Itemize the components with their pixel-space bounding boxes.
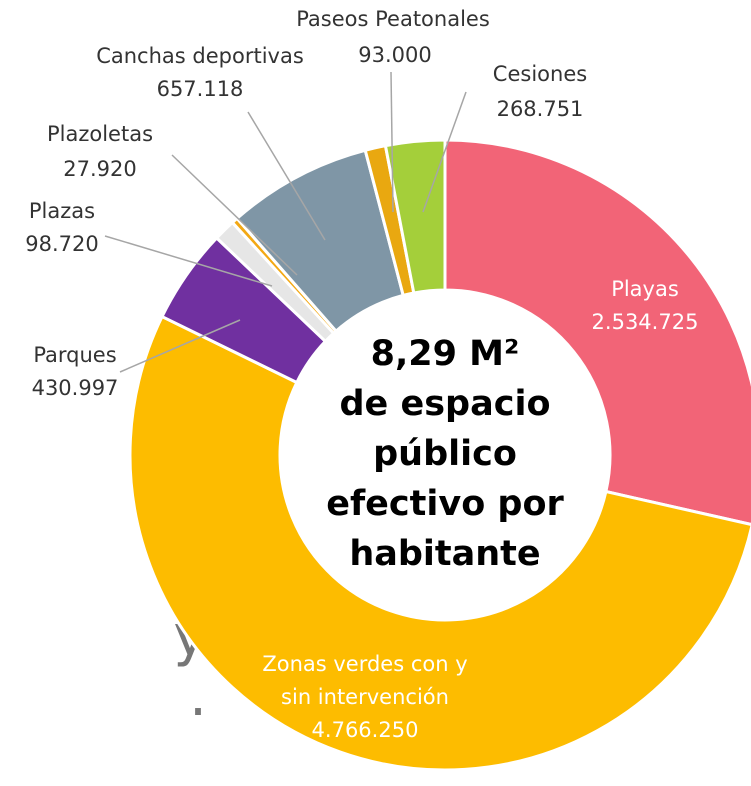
center-text: efectivo por bbox=[326, 484, 564, 524]
value-label: 98.720 bbox=[25, 232, 98, 256]
slice bbox=[383, 138, 447, 295]
value-label: 27.920 bbox=[63, 157, 136, 181]
slice bbox=[443, 138, 751, 526]
center-text: de espacio bbox=[339, 384, 550, 424]
category-label-line: sin intervención bbox=[281, 685, 449, 709]
leader-line bbox=[119, 319, 241, 373]
category-label: Cesiones bbox=[493, 62, 587, 86]
center-text: 8,29 M² bbox=[371, 334, 520, 374]
category-label: Zonas verdes con y sin intervención bbox=[262, 652, 467, 709]
category-label: Parques bbox=[33, 343, 116, 367]
category-label-line: Zonas verdes con y bbox=[262, 652, 467, 676]
background-text: . bbox=[189, 664, 207, 729]
slice bbox=[128, 314, 751, 772]
leader-line bbox=[390, 71, 394, 213]
value-label: 93.000 bbox=[358, 43, 431, 67]
leader-line bbox=[104, 235, 273, 287]
leader-line bbox=[171, 154, 298, 276]
category-label: Plazoletas bbox=[47, 122, 153, 146]
category-label: Paseos Peatonales bbox=[296, 7, 490, 31]
value-label: 430.997 bbox=[32, 376, 119, 400]
category-label: Plazas bbox=[29, 199, 95, 223]
category-label: Playas bbox=[611, 277, 679, 301]
value-label: 4.766.250 bbox=[312, 718, 419, 742]
leader-line bbox=[422, 91, 467, 213]
value-label: 268.751 bbox=[497, 97, 584, 121]
center-text: habitante bbox=[349, 534, 540, 574]
value-label: 2.534.725 bbox=[592, 310, 699, 334]
leader-line bbox=[247, 111, 326, 241]
center-text: público bbox=[373, 434, 517, 474]
value-label: 657.118 bbox=[157, 77, 244, 101]
category-label: Canchas deportivas bbox=[96, 44, 304, 68]
